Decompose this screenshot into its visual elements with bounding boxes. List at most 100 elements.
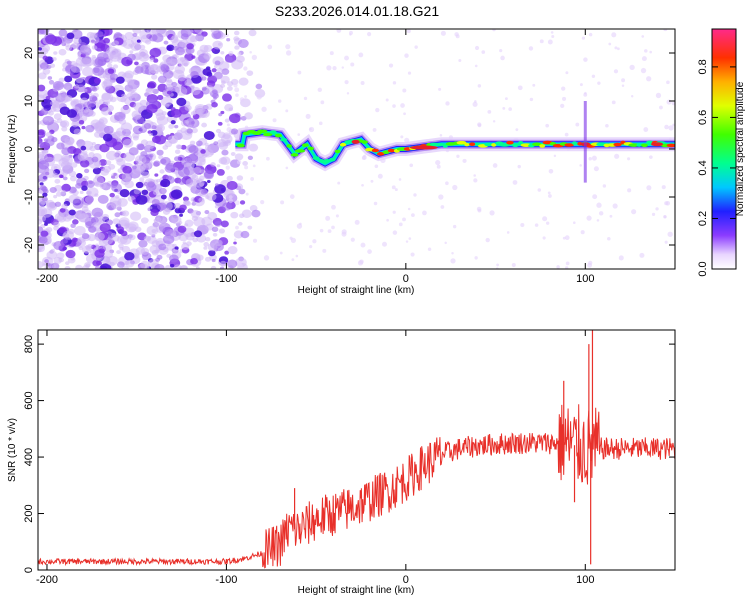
noise-blob (174, 149, 181, 155)
noise-dot (346, 92, 350, 95)
signal-blob (506, 140, 514, 145)
noise-blob (156, 131, 162, 137)
noise-blob (190, 35, 199, 43)
noise-dot (303, 96, 308, 101)
noise-blob (41, 154, 48, 160)
noise-dot (244, 95, 248, 99)
noise-dot (646, 185, 652, 191)
noise-dot (663, 214, 667, 219)
noise-dot (226, 127, 232, 133)
noise-dot (235, 225, 239, 230)
noise-blob (93, 77, 102, 84)
noise-blob (181, 243, 190, 250)
colorbar-tick-label: 0.8 (697, 59, 709, 74)
noise-dot (237, 261, 242, 266)
noise-blob (112, 141, 124, 151)
noise-blob (56, 118, 63, 124)
noise-blob (146, 225, 159, 236)
noise-blob (151, 125, 157, 130)
noise-blob (81, 206, 89, 212)
noise-dot (481, 50, 486, 54)
noise-blob (219, 266, 225, 269)
noise-blob (44, 222, 48, 226)
noise-blob (213, 64, 219, 69)
noise-blob (121, 93, 127, 98)
noise-blob (84, 168, 90, 174)
noise-blob (211, 258, 216, 263)
noise-blob (50, 248, 55, 253)
noise-dot (234, 87, 240, 93)
noise-dot (385, 98, 389, 102)
noise-blob (115, 76, 125, 84)
noise-blob (191, 121, 195, 125)
noise-dot (290, 237, 297, 243)
noise-dot (612, 203, 618, 209)
noise-dot (655, 92, 662, 99)
noise-dot (605, 123, 609, 128)
noise-dot (309, 127, 312, 131)
noise-blob (69, 186, 77, 194)
noise-blob (178, 39, 189, 48)
noise-blob (184, 104, 192, 111)
noise-blob (58, 77, 65, 83)
noise-blob (205, 103, 213, 110)
noise-blob (224, 56, 233, 63)
snr-x-tick-label: 0 (403, 574, 409, 586)
noise-blob (220, 75, 230, 84)
noise-blob (227, 81, 234, 87)
noise-dot (631, 209, 637, 215)
noise-blob (60, 120, 70, 128)
spectrogram-panel (38, 29, 675, 269)
signal-blob (571, 141, 578, 145)
signal-blob (532, 142, 542, 147)
noise-dot (361, 183, 364, 187)
noise-blob (130, 42, 141, 52)
noise-dot (234, 238, 237, 241)
noise-blob (238, 39, 249, 48)
noise-blob (124, 180, 134, 189)
noise-blob (68, 209, 76, 216)
noise-dot (228, 198, 234, 204)
noise-dot (226, 123, 230, 127)
noise-dot (532, 83, 536, 87)
noise-dot (489, 210, 495, 216)
noise-dot (644, 49, 648, 53)
noise-blob (130, 89, 135, 93)
noise-dot (504, 97, 508, 101)
noise-blob (177, 225, 187, 233)
noise-dot (349, 30, 353, 35)
noise-dot (659, 105, 663, 110)
noise-blob (38, 236, 48, 244)
noise-dot (392, 81, 397, 85)
noise-blob (38, 141, 44, 148)
noise-blob (137, 144, 145, 151)
noise-blob (170, 35, 179, 43)
signal-blob (456, 140, 467, 145)
snr-y-tick-label: 400 (23, 448, 35, 466)
noise-dot (668, 125, 674, 131)
noise-blob (195, 266, 200, 269)
noise-blob (44, 259, 49, 264)
noise-blob (39, 62, 49, 70)
noise-blob (78, 212, 90, 223)
noise-dot (285, 109, 289, 113)
noise-blob (239, 200, 246, 205)
noise-blob (174, 156, 181, 162)
noise-blob (73, 128, 82, 135)
noise-blob (80, 145, 87, 151)
noise-dot (344, 80, 349, 85)
noise-blob (61, 42, 67, 47)
noise-dot (440, 30, 446, 36)
noise-blob (73, 99, 79, 105)
noise-blob (158, 243, 167, 251)
noise-blob (105, 160, 112, 166)
noise-dot (641, 56, 647, 62)
spectrogram-x-tick-label: -200 (36, 273, 58, 285)
noise-blob (42, 150, 46, 154)
noise-blob (240, 230, 250, 239)
noise-blob (212, 89, 218, 95)
noise-dot (249, 51, 252, 54)
signal-blob (339, 142, 347, 147)
noise-dot (404, 53, 409, 58)
noise-blob (193, 178, 205, 188)
